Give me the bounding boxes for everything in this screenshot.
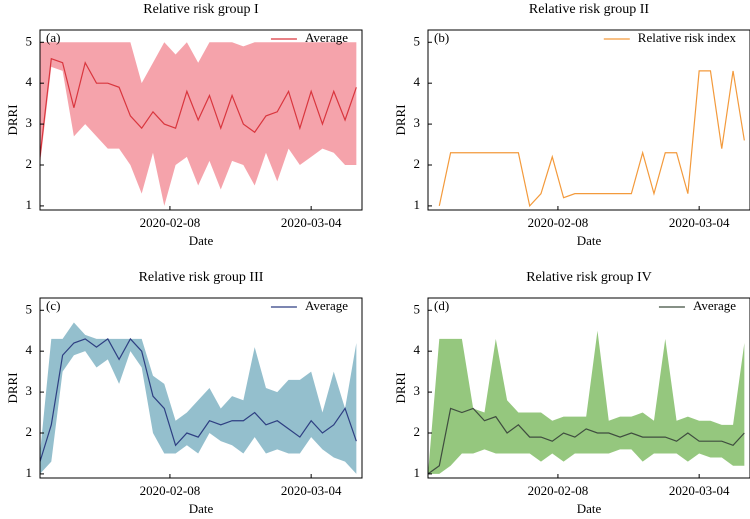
y-tick-label: 5 [26, 301, 33, 316]
x-axis-label: Date [577, 501, 602, 516]
range-band [40, 322, 357, 474]
range-band [40, 42, 357, 206]
x-tick-label: 2020-02-08 [140, 215, 201, 230]
panel-label: (d) [434, 298, 449, 313]
plot-area [40, 42, 357, 206]
y-tick-label: 1 [26, 197, 33, 212]
x-tick-label: 2020-03-04 [281, 215, 342, 230]
panel: 1 2 3 4 5 2020-02-08 2020-03-04 Date DRRI Relativ… [5, 270, 363, 516]
panel: 1 2 3 4 5 2020-02-08 2020-03-04 Date DRRI Relativ… [5, 2, 363, 248]
axes-frame [427, 297, 750, 479]
y-tick-label: 1 [414, 465, 421, 480]
y-tick-label: 2 [26, 424, 33, 439]
y-axis-label: DRRI [393, 372, 408, 403]
x-tick-label: 2020-02-08 [140, 483, 201, 498]
panel-label: (b) [434, 30, 449, 45]
panel: 1 2 3 4 5 2020-02-08 2020-03-04 Date DRRI Relativ… [393, 2, 750, 248]
x-tick-label: 2020-02-08 [528, 483, 589, 498]
axes-frame [427, 29, 750, 211]
y-tick-label: 3 [414, 383, 421, 398]
y-axis-label: DRRI [5, 104, 20, 135]
y-axis-label: DRRI [393, 104, 408, 135]
chart-title: Relative risk group IV [526, 270, 652, 285]
chart-title: Relative risk group I [143, 2, 259, 17]
legend-label: Relative risk index [638, 30, 737, 45]
y-tick-label: 2 [414, 156, 421, 171]
chart-title: Relative risk group II [529, 2, 649, 17]
axes-frame [39, 29, 363, 211]
y-tick-label: 4 [26, 342, 33, 357]
x-axis-label: Date [189, 501, 214, 516]
x-tick-label: 2020-02-08 [528, 215, 589, 230]
y-tick-label: 2 [26, 156, 33, 171]
y-tick-label: 3 [414, 115, 421, 130]
x-axis-label: Date [189, 233, 214, 248]
y-tick-label: 3 [26, 115, 33, 130]
x-tick-label: 2020-03-04 [281, 483, 342, 498]
x-tick-label: 2020-03-04 [669, 483, 730, 498]
chart-title: Relative risk group III [139, 270, 264, 285]
data-line [438, 70, 745, 208]
data-line [40, 57, 357, 157]
data-line [40, 337, 357, 462]
plot-area [428, 330, 745, 475]
panel: 1 2 3 4 5 2020-02-08 2020-03-04 Date DRRI Relativ… [393, 270, 750, 516]
y-tick-label: 1 [26, 465, 33, 480]
y-tick-label: 5 [414, 33, 421, 48]
y-tick-label: 4 [414, 74, 421, 89]
y-tick-label: 4 [26, 74, 33, 89]
x-axis-label: Date [577, 233, 602, 248]
y-axis-label: DRRI [5, 372, 20, 403]
plot-area [40, 322, 357, 474]
y-tick-label: 2 [414, 424, 421, 439]
legend-label: Average [305, 30, 348, 45]
y-tick-label: 4 [414, 342, 421, 357]
panel-label: (a) [46, 30, 60, 45]
range-band [428, 330, 745, 474]
data-line [428, 407, 745, 475]
plot-area [438, 70, 745, 208]
legend-label: Average [693, 298, 736, 313]
y-tick-label: 5 [414, 301, 421, 316]
axes-frame [39, 297, 363, 479]
y-tick-label: 1 [414, 197, 421, 212]
panel-label: (c) [46, 298, 60, 313]
x-tick-label: 2020-03-04 [669, 215, 730, 230]
legend-label: Average [305, 298, 348, 313]
y-tick-label: 5 [26, 33, 33, 48]
y-tick-label: 3 [26, 383, 33, 398]
